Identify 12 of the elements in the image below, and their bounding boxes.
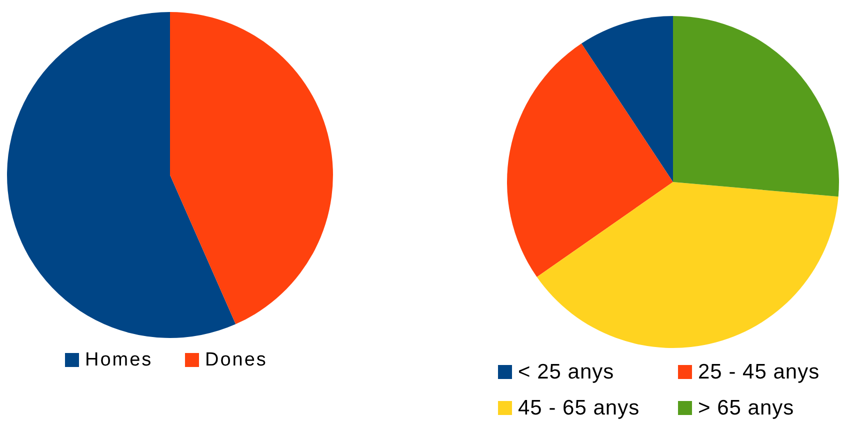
pie-slice	[170, 12, 333, 324]
legend-label: > 65 anys	[698, 396, 794, 420]
pie-slice	[507, 44, 673, 278]
legend-label: 45 - 65 anys	[518, 396, 640, 420]
pie-slice	[673, 16, 839, 197]
legend-label: < 25 anys	[518, 360, 614, 384]
legend-label: Dones	[205, 350, 268, 370]
pie-slice	[536, 182, 838, 348]
legend-label: 25 - 45 anys	[698, 360, 820, 384]
pie-slice	[7, 12, 236, 338]
pie-slice	[581, 16, 673, 182]
legend-label: Homes	[85, 350, 153, 370]
